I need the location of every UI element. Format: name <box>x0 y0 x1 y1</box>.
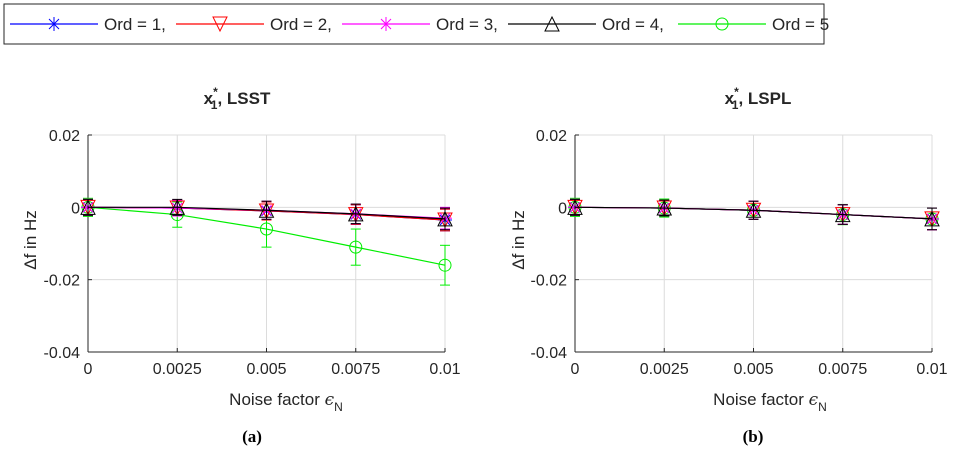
legend-label: Ord = 5 <box>772 15 829 34</box>
legend-label: Ord = 1, <box>104 15 166 34</box>
data-point <box>438 258 452 272</box>
y-tick-label: 0 <box>71 200 80 217</box>
legend-items: Ord = 1, Ord = 2, Ord = 3, Ord = 4, Ord = 5 <box>10 15 829 34</box>
data-point <box>745 202 762 218</box>
series-4 <box>567 198 940 231</box>
legend-marker <box>212 16 228 33</box>
x-tick-label: 0 <box>84 361 93 378</box>
data-point <box>656 199 673 216</box>
y-axis-label: Δf in Hz <box>21 210 40 270</box>
plot-area <box>80 134 453 353</box>
chart-lsst: x* 1, LSST Δf in Hz Noise factor ϵN (a) 0… <box>21 85 461 446</box>
x-tick-label: 0.005 <box>733 361 773 378</box>
x-tick-label: 0.01 <box>916 361 947 378</box>
data-point <box>258 202 275 218</box>
legend-entry: Ord = 1, <box>10 15 166 34</box>
series-4 <box>80 198 453 231</box>
data-point <box>437 210 453 227</box>
data-point <box>347 205 364 222</box>
legend-entry: Ord = 3, <box>342 15 498 34</box>
legend-marker <box>379 17 393 31</box>
legend-label: Ord = 4, <box>602 15 664 34</box>
legend-entry: Ord = 5 <box>678 15 829 34</box>
x-tick-label: 0.0075 <box>331 361 380 378</box>
legend-marker <box>715 17 729 31</box>
legend-label: Ord = 3, <box>436 15 498 34</box>
data-point <box>80 199 96 215</box>
chart-lspl: x* 1, LSPL Δf in Hz Noise factor ϵN (b) 0… <box>509 85 948 446</box>
x-tick-label: 0.0025 <box>640 361 689 378</box>
x-tick-label: 0.0025 <box>153 361 202 378</box>
error-bar <box>440 244 450 286</box>
y-tick-label: -0.04 <box>44 345 81 362</box>
x-tick-label: 0 <box>571 361 580 378</box>
data-point <box>924 210 940 227</box>
chart-title: x* 1, LSPL <box>725 85 792 112</box>
legend-label: Ord = 2, <box>270 15 332 34</box>
data-point <box>567 199 583 215</box>
chart-title: x* 1, LSST <box>204 85 271 112</box>
legend-marker <box>544 15 560 32</box>
legend-entry: Ord = 2, <box>176 15 332 34</box>
data-point <box>169 199 186 215</box>
y-tick-label: -0.04 <box>531 345 568 362</box>
error-bar <box>350 228 361 266</box>
y-tick-label: -0.02 <box>531 273 568 290</box>
y-tick-label: 0.02 <box>49 128 80 145</box>
x-tick-label: 0.005 <box>246 361 286 378</box>
x-axis-label: Noise factor ϵN <box>713 390 827 414</box>
x-tick-label: 0.01 <box>429 361 460 378</box>
data-point <box>349 240 363 254</box>
caption: (a) <box>242 427 262 446</box>
plot-area <box>567 134 940 353</box>
y-axis-label: Δf in Hz <box>509 210 528 270</box>
caption: (b) <box>743 427 764 446</box>
data-point <box>260 222 273 236</box>
y-tick-label: 0 <box>558 200 567 217</box>
legend: Ord = 1, Ord = 2, Ord = 3, Ord = 4, Ord = 5 <box>3 3 829 45</box>
legend-marker <box>47 17 61 31</box>
x-axis-label: Noise factor ϵN <box>229 390 343 414</box>
legend-entry: Ord = 4, <box>508 15 664 34</box>
y-tick-label: -0.02 <box>44 273 81 290</box>
y-tick-label: 0.02 <box>536 128 567 145</box>
data-point <box>834 206 851 223</box>
x-tick-label: 0.0075 <box>818 361 867 378</box>
